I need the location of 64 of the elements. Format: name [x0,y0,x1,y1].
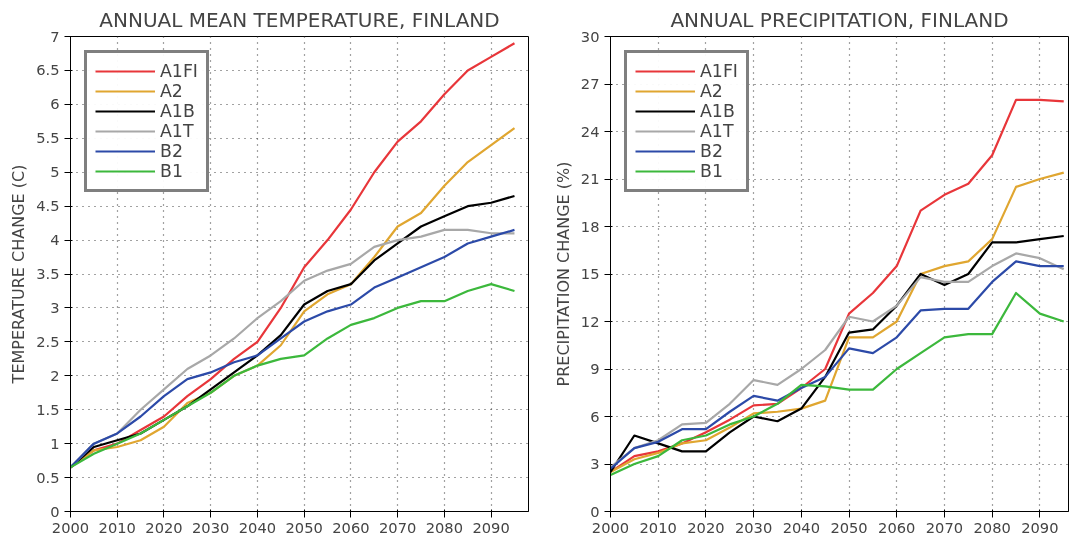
legend-label: A2 [700,81,723,101]
x-tick-label: 2090 [472,518,510,536]
y-tick-label: 21 [580,170,600,187]
y-tick-label: 1.5 [36,400,60,418]
x-tick-label: 2060 [332,518,370,536]
x-tick-label: 2060 [878,518,916,536]
y-tick-label: 6.5 [36,61,60,79]
y-tick-label: 7 [50,27,60,45]
y-tick-label: 5.5 [36,129,60,147]
y-tick-label: 3.5 [36,265,60,282]
x-tick-label: 2010 [98,518,136,536]
y-tick-label: 0 [590,502,600,520]
y-tick-label: 0.5 [36,468,60,486]
chart-title: ANNUAL PRECIPITATION, FINLAND [670,7,1009,32]
y-tick-label: 1 [50,434,60,452]
legend-label: B1 [700,161,723,181]
x-tick-label: 2040 [238,518,277,536]
y-tick-label: 3 [50,298,60,316]
x-tick-label: 2080 [973,518,1011,536]
y-axis-title: PRECIPITATION CHANGE (%) [553,161,573,387]
y-tick-label: 2.5 [36,332,60,350]
y-tick-label: 0 [50,502,60,520]
legend-label: B2 [160,141,183,161]
y-tick-label: 2 [50,366,60,384]
y-tick-label: 6 [50,95,60,113]
y-axis-title: TEMPERATURE CHANGE (C) [9,164,29,385]
y-tick-label: 4 [50,231,60,249]
legend-label: A2 [160,81,183,101]
legend-label: A1B [160,101,195,121]
legend-label: A1B [700,101,735,121]
x-tick-label: 2050 [830,518,868,536]
legend-label: A1FI [160,61,198,81]
x-tick-label: 2010 [639,518,677,536]
y-tick-label: 24 [580,122,600,140]
line-series [610,291,1065,477]
line-series [70,283,516,469]
x-tick-label: 2070 [378,518,417,536]
y-tick-label: 27 [580,75,600,92]
x-tick-label: 2020 [145,518,183,536]
y-tick-label: 18 [580,217,600,235]
x-tick-label: 2090 [1021,518,1059,536]
x-tick-label: 2030 [734,518,773,536]
y-tick-label: 15 [580,265,600,282]
legend-label: A1T [160,121,194,141]
legend-label: A1FI [700,61,738,81]
x-tick-label: 2050 [285,518,323,536]
y-tick-label: 5 [50,163,60,181]
y-tick-label: 6 [590,407,600,425]
y-tick-label: 30 [580,27,600,45]
x-tick-label: 2040 [782,518,820,536]
legend-label: B1 [160,161,183,181]
x-tick-label: 2080 [425,518,464,536]
x-tick-label: 2000 [51,518,90,536]
x-tick-label: 2070 [925,518,964,536]
y-tick-label: 12 [580,312,600,330]
legend-label: B2 [700,141,723,161]
y-tick-label: 9 [590,360,600,377]
x-tick-label: 2020 [687,518,725,536]
y-tick-label: 4.5 [36,197,60,215]
legend-label: A1T [700,121,734,141]
y-tick-label: 3 [590,455,600,472]
x-tick-label: 2030 [192,518,230,536]
x-tick-label: 2000 [591,518,630,536]
chart-title: ANNUAL MEAN TEMPERATURE, FINLAND [99,7,500,32]
